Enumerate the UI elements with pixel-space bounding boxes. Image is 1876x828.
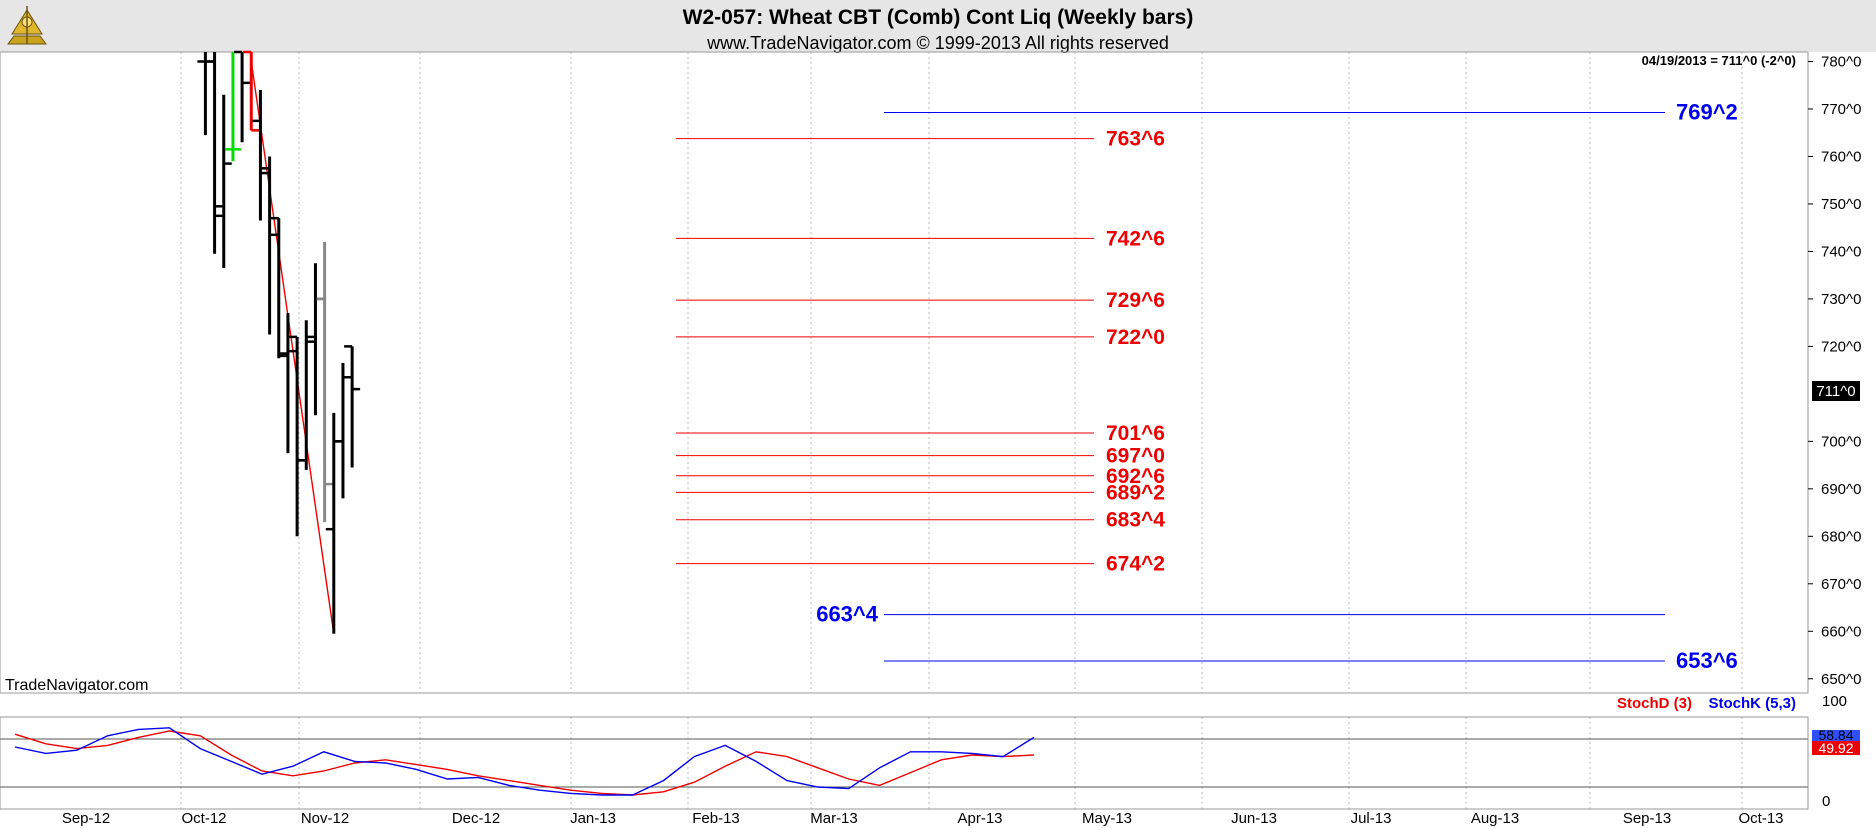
y-tick-label: 660^0 xyxy=(1821,623,1861,640)
down-trendline xyxy=(250,61,335,634)
x-tick-label: Apr-13 xyxy=(957,810,1002,827)
stoch-panel-frame xyxy=(0,716,1809,810)
ohlc-bar xyxy=(206,52,223,254)
chart-title: W2-057: Wheat CBT (Comb) Cont Liq (Weekl… xyxy=(683,6,1194,29)
time-axis: Sep-12 Oct-12 Nov-12 Dec-12 Jan-13 Feb-13 Mar-… xyxy=(62,810,1784,827)
y-tick-label: 770^0 xyxy=(1821,101,1861,118)
stoch-axis-bottom-label: 0 xyxy=(1822,793,1830,810)
y-tick-label: 760^0 xyxy=(1821,148,1861,165)
ohlc-bar xyxy=(289,335,306,537)
ohlc-bar xyxy=(234,50,251,143)
red-level-label: 701^6 xyxy=(1106,422,1165,445)
y-tick-label: 740^0 xyxy=(1821,243,1861,260)
ohlc-bar xyxy=(344,345,361,468)
copyright-text: www.TradeNavigator.com © 1999-2013 All r… xyxy=(706,33,1169,53)
x-tick-label: Nov-12 xyxy=(301,810,349,827)
header-band xyxy=(0,0,1876,52)
x-tick-label: Jan-13 xyxy=(570,810,616,827)
ohlc-bar xyxy=(334,363,351,499)
red-level-label: 683^4 xyxy=(1106,509,1165,532)
x-tick-label: Sep-13 xyxy=(1623,810,1671,827)
x-tick-label: Oct-13 xyxy=(1738,810,1783,827)
red-level-label: 729^6 xyxy=(1106,289,1165,312)
y-tick-label: 670^0 xyxy=(1821,576,1861,593)
stochk-legend: StochK (5,3) xyxy=(1708,695,1796,712)
y-tick-label: 700^0 xyxy=(1821,433,1861,450)
ohlc-bar xyxy=(224,52,241,162)
y-tick-label: 690^0 xyxy=(1821,481,1861,498)
stochk-line xyxy=(14,727,1035,796)
blue-level-label: 769^2 xyxy=(1676,100,1738,125)
stochk-value-label: 58.84 xyxy=(1818,727,1853,743)
price-axis: 650^0 660^0 670^0 680^0 690^0 700^0 720^0 730^0… xyxy=(1808,53,1861,688)
red-fib-levels: 763^6 742^6 729^6 722^0 701^6697^0692^6689^2… xyxy=(676,128,1165,576)
ohlc-bar xyxy=(197,52,214,136)
blue-projection-levels: 769^2 663^4 653^6 xyxy=(816,100,1738,673)
x-tick-label: Dec-12 xyxy=(452,810,500,827)
watermark-text: TradeNavigator.com xyxy=(5,677,148,694)
last-price-marker: 711^0 xyxy=(1812,381,1860,401)
ohlc-bar xyxy=(279,313,296,454)
ohlc-bar xyxy=(307,263,324,416)
ohlc-bar xyxy=(252,89,269,221)
blue-level-label: 653^6 xyxy=(1676,648,1738,673)
stochd-line xyxy=(14,730,1035,796)
red-level-label: 742^6 xyxy=(1106,227,1165,250)
stoch-value-labels: 58.84 49.92 xyxy=(1812,727,1860,756)
y-tick-label: 750^0 xyxy=(1821,196,1861,213)
x-tick-label: Jul-13 xyxy=(1351,810,1392,827)
y-tick-label: 680^0 xyxy=(1821,528,1861,545)
x-tick-label: Oct-12 xyxy=(181,810,226,827)
ohlc-bar xyxy=(215,94,232,269)
red-level-label: 722^0 xyxy=(1106,326,1165,349)
y-tick-label: 720^0 xyxy=(1821,338,1861,355)
price-bars xyxy=(197,50,361,634)
last-quote-text: 04/19/2013 = 711^0 (-2^0) xyxy=(1642,53,1796,68)
ohlc-bar xyxy=(316,241,333,523)
vertical-grid xyxy=(180,52,1743,809)
red-level-label: 763^6 xyxy=(1106,128,1165,151)
y-tick-label: 780^0 xyxy=(1821,53,1861,70)
x-tick-label: Aug-13 xyxy=(1471,810,1519,827)
ohlc-bar xyxy=(325,412,342,634)
stoch-axis-top-label: 100 xyxy=(1822,693,1847,710)
navigator-sextant-logo-icon xyxy=(7,6,47,45)
stochd-value-label: 49.92 xyxy=(1818,740,1853,756)
ohlc-bar xyxy=(261,156,278,335)
x-tick-label: Sep-12 xyxy=(62,810,110,827)
ohlc-bar xyxy=(298,320,315,470)
y-tick-label: 730^0 xyxy=(1821,291,1861,308)
x-tick-label: Feb-13 xyxy=(692,810,740,827)
red-level-label: 674^2 xyxy=(1106,553,1165,576)
price-panel-frame xyxy=(0,51,1809,694)
x-tick-label: Mar-13 xyxy=(810,810,858,827)
red-level-label: 689^2 xyxy=(1106,481,1165,504)
ohlc-bar xyxy=(243,50,260,132)
last-price-label: 711^0 xyxy=(1816,383,1855,400)
x-tick-label: May-13 xyxy=(1082,810,1132,827)
blue-level-label: 663^4 xyxy=(816,602,879,627)
red-level-label: 697^0 xyxy=(1106,445,1165,468)
stochd-legend: StochD (3) xyxy=(1617,695,1692,712)
y-tick-label: 650^0 xyxy=(1821,671,1861,688)
red-level-label: 692^6 xyxy=(1106,465,1165,488)
ohlc-bar xyxy=(270,216,287,359)
x-tick-label: Jun-13 xyxy=(1231,810,1277,827)
